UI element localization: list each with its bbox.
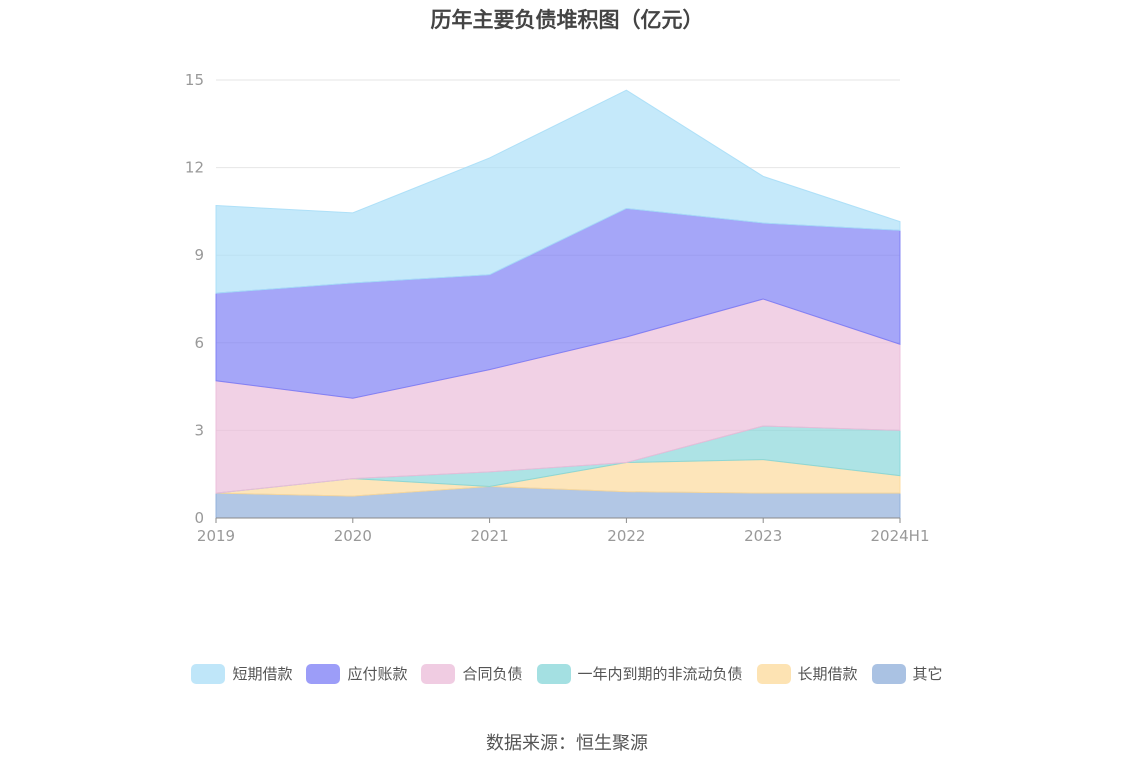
chart-title: 历年主要负债堆积图（亿元）	[430, 8, 704, 32]
legend-item[interactable]: 其它	[871, 663, 943, 684]
y-tick-label: 12	[185, 159, 204, 177]
y-tick-label: 6	[194, 334, 204, 352]
y-tick-label: 3	[194, 421, 204, 439]
legend-item[interactable]: 短期借款	[191, 663, 292, 684]
y-tick-label: 9	[194, 246, 204, 264]
legend-swatch	[536, 663, 571, 684]
stacked-area-chart: 0 3 6 9 12 15 2019 2020 2021 2022 2023 2024H1	[185, 71, 930, 545]
area-series	[215, 89, 901, 519]
y-tick-label: 0	[194, 509, 204, 527]
legend-swatch	[191, 663, 226, 684]
legend-label: 一年内到期的非流动负债	[577, 665, 743, 683]
x-tick-label: 2021	[471, 527, 509, 545]
legend-item[interactable]: 应付账款	[306, 663, 407, 684]
legend: 短期借款 应付账款 合同负债 一年内到期的非流动负债 长期借款 其它	[0, 663, 1134, 684]
legend-item[interactable]: 合同负债	[421, 663, 523, 684]
x-tick-label: 2019	[197, 527, 235, 545]
x-tick-label: 2020	[334, 527, 372, 545]
legend-swatch	[306, 663, 341, 684]
x-tick-label: 2024H1	[871, 527, 930, 545]
legend-label: 长期借款	[797, 665, 858, 683]
axes: 0 3 6 9 12 15 2019 2020 2021 2022 2023 2024H1	[185, 71, 930, 545]
legend-item[interactable]: 一年内到期的非流动负债	[536, 663, 743, 684]
legend-label: 其它	[912, 665, 943, 683]
data-source-note: 数据来源：恒生聚源	[486, 733, 648, 754]
y-tick-label: 15	[185, 71, 204, 89]
area-series-5	[215, 89, 901, 294]
legend-label: 短期借款	[232, 665, 293, 683]
legend-swatch	[871, 663, 906, 684]
x-tick-label: 2023	[744, 527, 782, 545]
legend-swatch	[756, 663, 791, 684]
legend-item[interactable]: 长期借款	[756, 663, 858, 684]
legend-label: 应付账款	[347, 665, 408, 683]
legend-label: 合同负债	[462, 665, 523, 683]
x-tick-label: 2022	[607, 527, 645, 545]
legend-swatch	[421, 663, 456, 684]
